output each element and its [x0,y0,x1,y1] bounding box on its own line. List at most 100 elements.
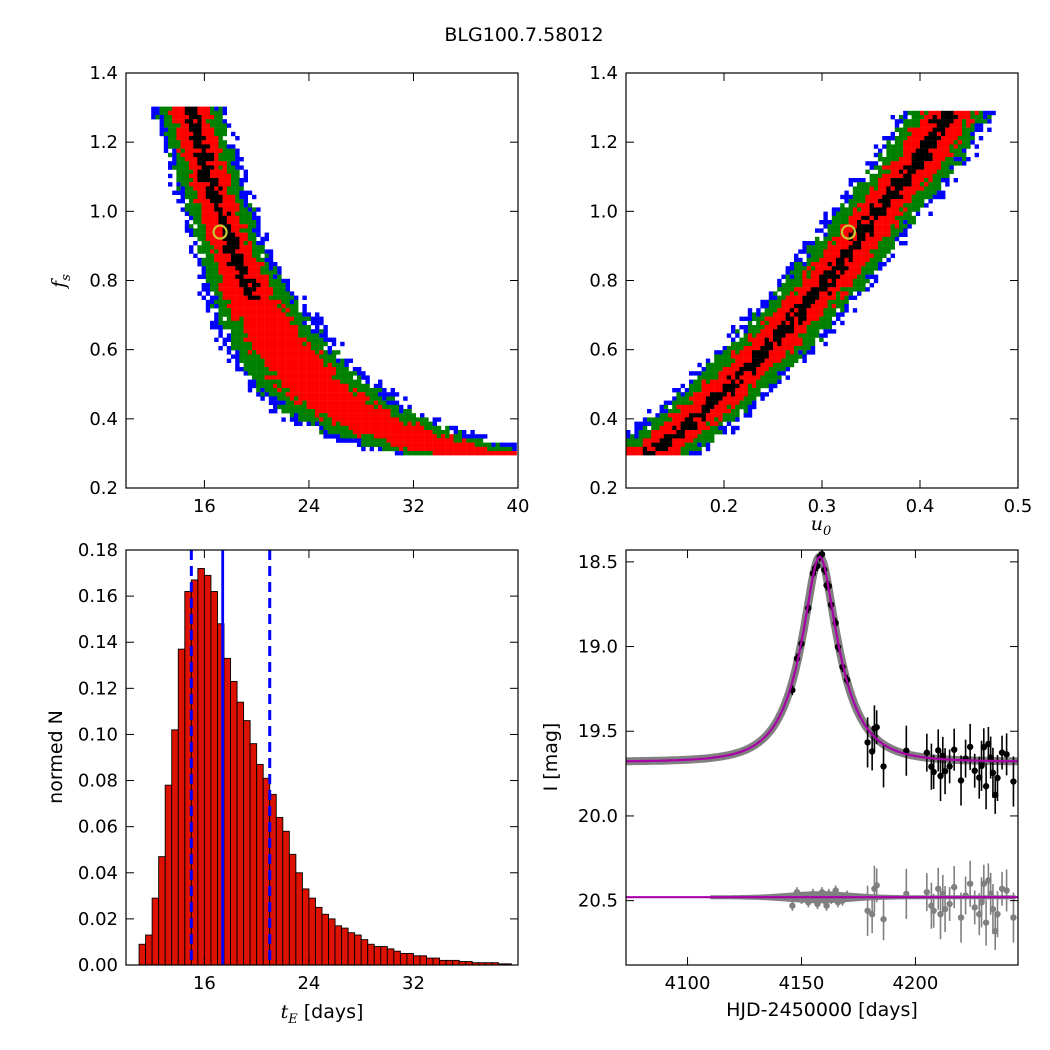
fs-te-cell [218,228,223,233]
fs-u0-cell [899,241,904,246]
fs-u0-cell [747,320,753,326]
fs-u0-cell [634,434,639,439]
fs-te-cell [226,220,232,225]
fs-u0-cell [705,446,711,452]
fs-te-cell [252,295,257,300]
fs-te-cell [331,375,337,380]
fs-u0-cell [831,291,837,296]
fs-u0-cell [932,115,937,120]
fs-te-cell [197,182,202,187]
fs-te-cell [214,148,219,153]
fs-u0-cell [798,291,803,296]
fs-te-cell [403,430,408,435]
fs-u0-cell [705,413,711,418]
fs-te-cell [243,270,248,275]
fs-te-cell [386,430,391,435]
fs-u0-cell [869,245,874,250]
fs-u0-cell [869,253,874,258]
fs-u0-cell [861,245,866,250]
fs-u0-cell [718,396,723,401]
fs-u0-cell [802,304,807,309]
fs-te-cell [226,152,232,158]
fs-te-cell [155,115,160,120]
fs-u0-cell [718,379,723,384]
fs-u0-cell [752,367,757,372]
fs-u0-cell [764,383,769,389]
fs-u0-cell [932,123,937,128]
fs-te-cell [415,442,421,447]
fs-u0-cell [953,157,958,162]
fs-u0-cell [785,278,790,284]
fs-te-cell [310,379,316,384]
fs-te-cell [361,430,366,435]
fs-te-cell [302,304,307,309]
fs-te-cell [268,257,274,263]
fs-u0-cell [957,110,963,116]
fs-te-cell [268,367,274,372]
fs-te-cell [285,388,290,393]
fs-u0-cell [907,211,912,216]
fs-te-cell [205,136,211,141]
fs-u0-cell [768,337,774,342]
fs-te-cell [176,178,181,183]
fs-u0-cell [962,110,967,116]
fs-u0-cell [794,270,799,275]
fs-te-cell [281,417,286,422]
fs-te-cell [273,371,278,376]
fs-te-cell [205,245,211,250]
fs-te-cell [193,232,198,237]
fs-te-cell [411,438,416,443]
fs-u0-cell [789,266,795,271]
fs-te-cell [205,308,211,313]
fs-u0-cell [777,371,782,376]
fs-te-cell [189,211,194,216]
fs-te-cell [382,421,387,426]
fs-te-cell [399,417,404,422]
histogram-bar [315,906,323,966]
residual-point [873,882,880,889]
fs-te-cell [264,266,269,271]
fs-u0-cell [777,333,782,338]
fs-u0-cell [743,396,748,401]
fs-u0-cell [941,169,946,174]
fs-u0-cell [815,299,820,305]
fs-te-cell [483,442,488,447]
fs-te-cell [268,295,274,300]
fs-u0-cell [899,224,904,229]
fs-te-cell [289,329,295,334]
fs-te-cell [298,367,303,372]
fs-te-cell [218,295,223,300]
fs-te-cell [487,451,492,456]
fs-te-cell [214,266,219,271]
fs-u0-cell [911,165,916,170]
fs-u0-cell [710,375,715,380]
fs-te-cell [294,396,299,401]
fs-te-cell [239,346,244,351]
fs-u0-cell [911,182,916,187]
fs-u0-cell [966,127,971,132]
fs-u0-cell [802,291,807,296]
fs-u0-cell [726,358,732,363]
fs-te-cell [243,220,248,225]
fs-te-cell [378,417,383,422]
fs-u0-cell [731,409,736,414]
residual-point [832,887,839,894]
fs-te-cell [315,333,320,338]
fs-u0-cell [810,333,816,338]
fs-u0-cell [705,404,711,410]
fs-te-cell [210,190,215,195]
fs-te-cell [369,409,374,414]
fs-u0-cell [794,350,799,355]
fs-u0-cell [882,215,887,221]
fs-u0-cell [693,430,698,435]
fs-te-cell [264,295,269,300]
fs-te-cell [373,425,379,431]
fs-u0-cell [773,358,778,363]
fs-te-cell [197,148,202,153]
fs-u0-cell [731,325,736,330]
fs-te-cell [252,224,257,229]
fs-u0-cell [915,165,921,170]
fs-te-cell [214,119,219,124]
fs-u0-cell [705,417,711,422]
fs-u0-cell [966,140,971,145]
